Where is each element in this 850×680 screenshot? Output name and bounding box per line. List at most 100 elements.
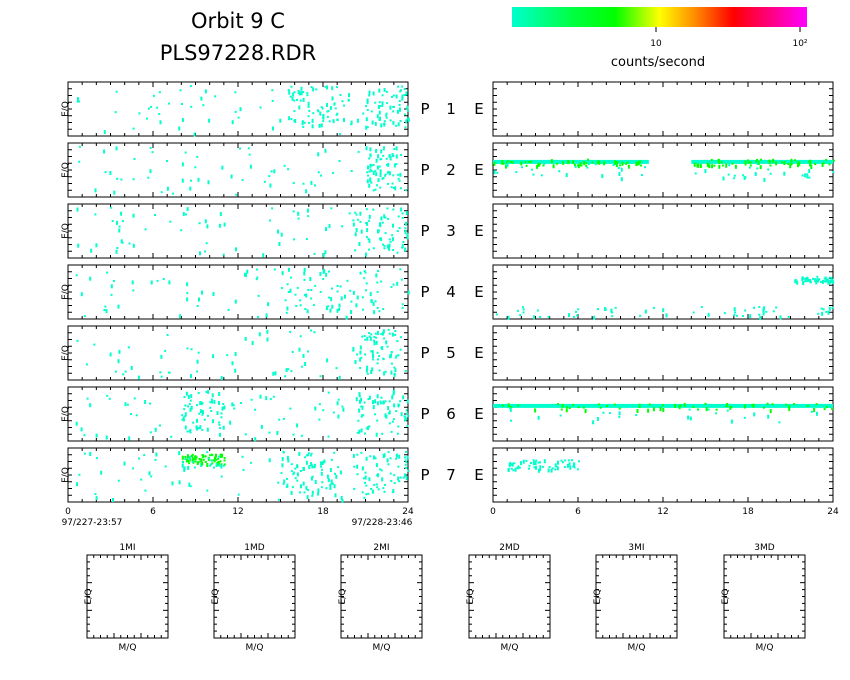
data-cell — [235, 193, 238, 196]
data-cell — [404, 247, 407, 252]
data-cell — [302, 91, 305, 93]
data-cell — [147, 176, 150, 179]
data-cell — [335, 367, 338, 370]
data-cell — [361, 466, 364, 471]
data-cell — [371, 489, 374, 494]
data-cell — [392, 106, 395, 108]
data-cell — [536, 164, 539, 169]
data-cell — [189, 407, 192, 412]
data-cell — [355, 228, 358, 232]
data-cell — [355, 303, 358, 308]
data-cell — [337, 414, 340, 419]
left-ylabel: E/Q — [61, 284, 71, 300]
data-cell — [316, 109, 319, 112]
data-cell — [183, 396, 186, 398]
data-cell — [335, 474, 338, 479]
data-cell — [382, 358, 385, 360]
data-cell — [200, 96, 203, 101]
data-cell — [232, 404, 235, 407]
data-cell — [797, 163, 799, 168]
data-cell — [287, 291, 290, 293]
right-panel-frame — [492, 142, 834, 198]
data-cell — [288, 267, 290, 272]
data-cell — [367, 174, 370, 177]
data-cell — [130, 365, 133, 370]
data-cell — [383, 490, 386, 493]
data-cell — [245, 273, 247, 278]
data-cell — [207, 457, 210, 460]
data-cell — [405, 221, 407, 226]
data-cell — [234, 110, 237, 113]
data-cell — [815, 403, 818, 406]
data-cell — [124, 402, 127, 407]
data-cell — [293, 238, 296, 241]
data-cell — [350, 300, 353, 303]
data-cell — [219, 427, 222, 430]
data-cell — [403, 113, 406, 116]
data-cell — [326, 474, 329, 479]
data-cell — [207, 389, 210, 394]
data-cell — [769, 172, 772, 175]
data-cell — [385, 114, 388, 117]
data-cell — [321, 481, 324, 484]
data-cell — [329, 106, 332, 111]
data-cell — [758, 313, 761, 316]
row-label-p: P — [420, 100, 429, 118]
data-cell — [374, 101, 377, 104]
data-cell — [616, 161, 619, 164]
data-cell — [371, 349, 374, 354]
data-cell — [285, 368, 288, 373]
data-cell — [378, 369, 381, 372]
data-cell — [371, 369, 374, 372]
right-panel-frame — [492, 386, 834, 442]
right-x-tick-label: 24 — [827, 507, 839, 517]
data-cell — [335, 113, 338, 116]
data-cell — [402, 476, 405, 479]
data-cell — [223, 222, 226, 227]
data-cell — [181, 455, 184, 460]
data-cell — [771, 403, 774, 406]
data-cell — [783, 161, 786, 165]
data-cell — [368, 477, 371, 482]
data-cell — [303, 271, 306, 276]
data-cell — [190, 374, 192, 378]
data-cell — [241, 178, 244, 181]
data-cell — [537, 164, 540, 167]
data-cell — [397, 465, 400, 468]
data-cell — [767, 168, 770, 171]
data-cell — [365, 208, 368, 211]
data-cell — [296, 479, 299, 482]
data-cell — [371, 120, 374, 125]
data-cell — [522, 308, 525, 311]
data-cell — [306, 94, 309, 97]
data-cell — [222, 425, 225, 430]
data-cell — [298, 347, 301, 352]
data-cell — [597, 308, 599, 311]
data-cell — [86, 397, 89, 400]
data-cell — [336, 308, 339, 313]
data-cell — [78, 473, 81, 476]
data-cell — [401, 306, 404, 309]
data-cell — [384, 483, 386, 486]
data-cell — [830, 276, 833, 279]
data-cell — [250, 398, 253, 401]
data-cell — [405, 450, 407, 453]
data-cell — [823, 280, 826, 283]
data-cell — [212, 459, 215, 462]
data-cell — [760, 158, 763, 161]
data-cell — [223, 459, 226, 462]
data-cell — [399, 120, 402, 122]
data-cell — [619, 164, 622, 167]
data-cell — [399, 90, 402, 93]
data-cell — [831, 407, 834, 410]
data-cell — [510, 419, 512, 422]
data-cell — [699, 164, 702, 168]
data-cell — [144, 400, 147, 404]
data-cell — [392, 237, 394, 242]
data-cell — [265, 313, 268, 318]
data-cell — [692, 405, 695, 408]
data-cell — [804, 173, 807, 178]
data-cell — [374, 399, 377, 404]
data-cell — [402, 395, 405, 400]
data-cell — [292, 181, 295, 184]
